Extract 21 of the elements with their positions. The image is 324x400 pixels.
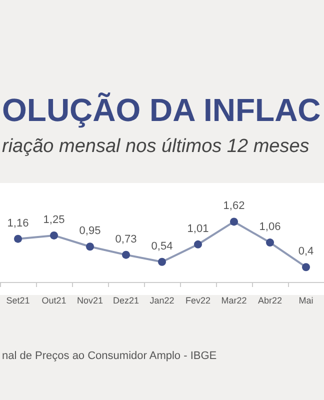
data-label: 0,73 <box>115 233 137 246</box>
chart-subtitle: riação mensal nos últimos 12 meses <box>2 136 310 158</box>
text: nal de Preços ao Consumidor Amplo - IBGE <box>2 350 217 362</box>
data-label: 0,4 <box>298 246 314 258</box>
data-label: 1,16 <box>7 217 29 230</box>
x-tick-label: Out21 <box>42 296 66 306</box>
data-label: 1,25 <box>43 214 65 226</box>
x-tick-label: Dez21 <box>112 296 140 306</box>
x-tick-label: Jan22 <box>150 296 174 306</box>
data-label: 1,06 <box>259 221 281 234</box>
x-tick-label: Nov21 <box>76 296 104 306</box>
x-tick-label: Fev22 <box>185 296 211 306</box>
data-label: 1,62 <box>223 200 245 212</box>
x-tick-label: Abr22 <box>258 296 282 306</box>
data-label: 0,95 <box>79 225 101 238</box>
data-label: 1,01 <box>187 222 209 235</box>
x-tick-label: Set21 <box>6 296 30 306</box>
x-tick-label: Mai <box>298 296 314 306</box>
data-label: 0,54 <box>151 240 173 252</box>
x-tick-label: Mar22 <box>221 296 247 306</box>
chart-title: OLUÇÃO DA INFLAC <box>2 92 321 129</box>
